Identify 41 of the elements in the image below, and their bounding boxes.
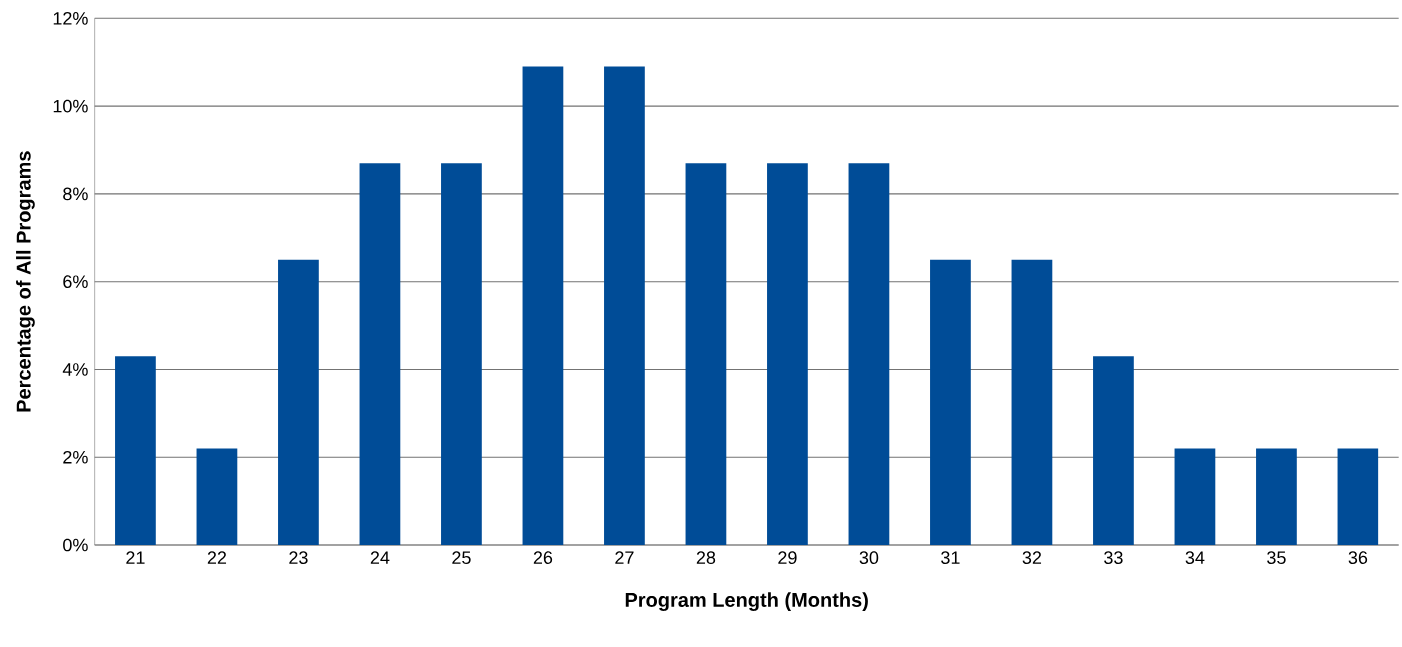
y-tick-label: 12% — [53, 12, 88, 25]
bar — [1337, 448, 1379, 545]
x-tick-label: 35 — [1267, 551, 1286, 564]
x-tick-label: 27 — [615, 551, 634, 564]
x-tick-label: 21 — [126, 551, 145, 564]
x-tick-label: 25 — [452, 551, 471, 564]
x-tick-label: 26 — [533, 551, 553, 564]
x-tick-label: 36 — [1348, 551, 1368, 564]
y-tick-label: 2% — [63, 450, 88, 464]
bar — [115, 356, 156, 545]
bar — [278, 259, 319, 545]
bar — [685, 163, 727, 545]
bar — [196, 448, 238, 545]
x-tick-label: 34 — [1185, 551, 1205, 564]
x-tick-label: 22 — [207, 551, 227, 564]
bar — [359, 163, 401, 545]
bar — [1174, 448, 1216, 545]
x-tick-label: 28 — [696, 551, 716, 564]
bar — [767, 163, 808, 545]
x-axis-title: Program Length (Months) — [625, 592, 868, 612]
y-tick-label: 0% — [63, 538, 88, 552]
x-tick-label: 29 — [778, 551, 797, 564]
x-tick-label: 33 — [1104, 551, 1123, 564]
bar — [848, 163, 890, 545]
y-tick-label: 8% — [63, 187, 88, 201]
bar — [1011, 259, 1053, 545]
x-tick-label: 30 — [859, 551, 879, 564]
bar — [441, 163, 482, 545]
bar — [1093, 356, 1134, 545]
y-tick-label: 6% — [63, 275, 88, 289]
y-tick-label: 4% — [62, 363, 88, 376]
bar — [930, 259, 971, 545]
y-tick-label: 10% — [53, 99, 88, 113]
bar — [604, 66, 645, 545]
x-tick-label: 31 — [941, 551, 960, 564]
x-tick-label: 24 — [370, 551, 390, 564]
x-tick-label: 32 — [1022, 551, 1042, 564]
x-tick-label: 23 — [289, 551, 308, 564]
y-axis-title: Percentage of All Programs — [16, 151, 35, 412]
bar — [522, 66, 564, 545]
bar — [1256, 448, 1297, 545]
